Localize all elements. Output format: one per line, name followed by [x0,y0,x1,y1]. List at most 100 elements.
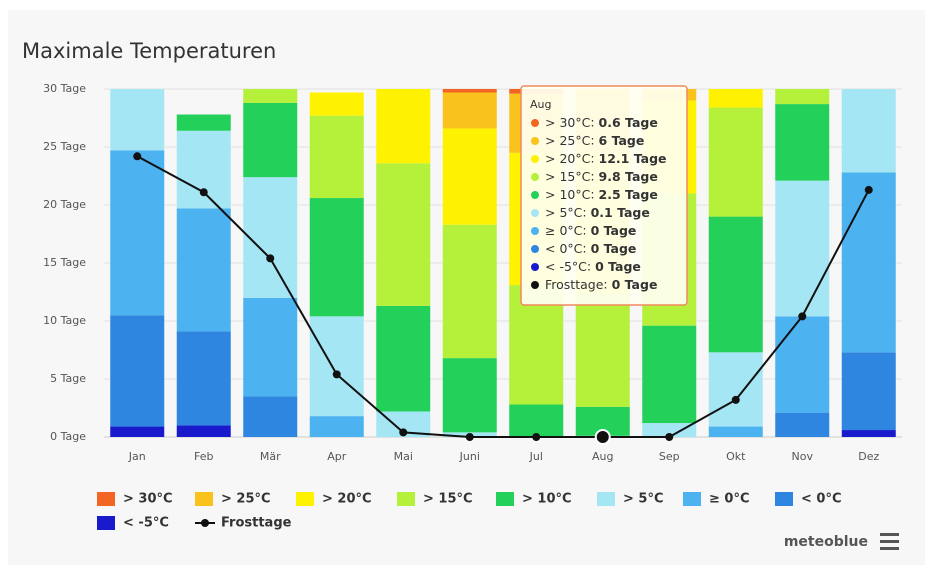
tooltip-name: > 25°C [545,133,591,148]
tooltip-name: ≥ 0°C [545,223,583,238]
frost-point [532,433,541,441]
bar-segment [243,102,298,178]
tooltip-box [520,85,688,306]
bar-segment [775,316,830,413]
frost-point [199,188,208,197]
brand: meteoblue [784,534,868,550]
bar-segment [775,412,830,437]
bar-segment [442,358,497,433]
bar-segment [309,316,364,417]
bar-segment [708,107,763,217]
bar-segment [243,89,298,103]
tooltip-name: < -5°C [545,259,587,274]
bar-segment [442,128,497,225]
bar-segment [243,297,298,397]
frost-point [731,395,740,404]
tooltip-row: ≥ 0°C: 0 Tage [545,223,636,238]
tooltip-name: < 0°C [545,241,583,256]
legend-label: > 5°C [623,492,664,507]
bar-segment [841,89,896,173]
y-tick-label: 25 Tage [43,140,86,153]
bar-segment [110,426,165,437]
legend-label: > 30°C [123,492,173,507]
frost-point [798,312,807,321]
x-tick-label: Mai [394,450,413,463]
bar-segment [708,216,763,353]
x-tick-label: Mär [260,450,281,463]
legend-label: < -5°C [123,516,169,531]
legend-symbol [496,492,514,506]
tooltip-value: 6 Tage [599,133,645,148]
tooltip-name: Frosttage [545,277,604,292]
tooltip-value: 0 Tage [612,277,658,292]
x-tick-label: Jul [529,450,543,463]
bar-segment [442,224,497,359]
frost-point [133,152,142,161]
bar-segment [176,130,231,209]
bar-segment [642,325,697,424]
legend-label: < 0°C [801,492,842,507]
menu-icon[interactable] [880,533,899,550]
tooltip-value: 0 Tage [591,241,637,256]
tooltip-row: > 30°C: 0.6 Tage [545,115,658,130]
bar-segment [442,92,497,129]
tooltip-dot [531,263,539,271]
bar-segment [309,92,364,116]
bar-segment [243,396,298,437]
y-tick-label: 20 Tage [43,198,86,211]
tooltip-row: > 15°C: 9.8 Tage [545,169,658,184]
legend-symbol [775,492,793,506]
bar-segment [176,208,231,332]
bar-segment [708,426,763,437]
tooltip-dot [531,227,539,235]
x-tick-label: Juni [459,450,480,463]
tooltip-dot [531,281,539,289]
tooltip-value: 0.1 Tage [591,205,650,220]
bar-segment [708,352,763,427]
tooltip-dot [531,137,539,145]
legend-symbol [296,492,314,506]
legend-label: Frosttage [221,516,292,531]
tooltip-name: > 15°C [545,169,591,184]
frost-point [399,428,408,437]
frost-point [266,254,275,263]
tooltip-value: 0 Tage [591,223,637,238]
bar-segment [775,104,830,181]
legend-symbol [597,492,615,506]
bar-segment [775,89,830,105]
tooltip-row: Frosttage: 0 Tage [545,277,657,292]
bar-segment [309,416,364,437]
tooltip-row: < -5°C: 0 Tage [545,259,641,274]
legend-symbol [683,492,701,506]
tooltip-name: > 10°C [545,187,591,202]
tooltip-name: > 30°C [545,115,591,130]
y-tick-label: 30 Tage [43,82,86,95]
frost-point [332,370,341,379]
bar-segment [243,177,298,298]
tooltip-dot [531,209,539,217]
legend-symbol [201,519,209,527]
bar-segment [708,89,763,108]
tooltip-value: 0.6 Tage [599,115,658,130]
tooltip: Aug > 30°C: 0.6 Tage > 25°C: 6 Tage > 20°C:… [520,85,688,306]
tooltip-name: > 20°C [545,151,591,166]
bar-segment [376,163,431,306]
bar-segment [309,198,364,317]
tooltip-value: 9.8 Tage [599,169,658,184]
frost-point [665,433,674,441]
legend-label: > 20°C [322,492,372,507]
x-tick-label: Jan [128,450,146,463]
bar-segment [775,180,830,317]
tooltip-row: > 20°C: 12.1 Tage [545,151,667,166]
frost-line [136,155,870,438]
tooltip-dot [531,119,539,127]
bar-segment [509,404,564,437]
x-tick-label: Dez [858,450,879,463]
bar-segment [176,425,231,437]
tooltip-title: Aug [530,98,551,111]
x-tick-label: Nov [792,450,814,463]
tooltip-dot [531,155,539,163]
tooltip-row: > 10°C: 2.5 Tage [545,187,658,202]
bar-segment [442,89,497,93]
